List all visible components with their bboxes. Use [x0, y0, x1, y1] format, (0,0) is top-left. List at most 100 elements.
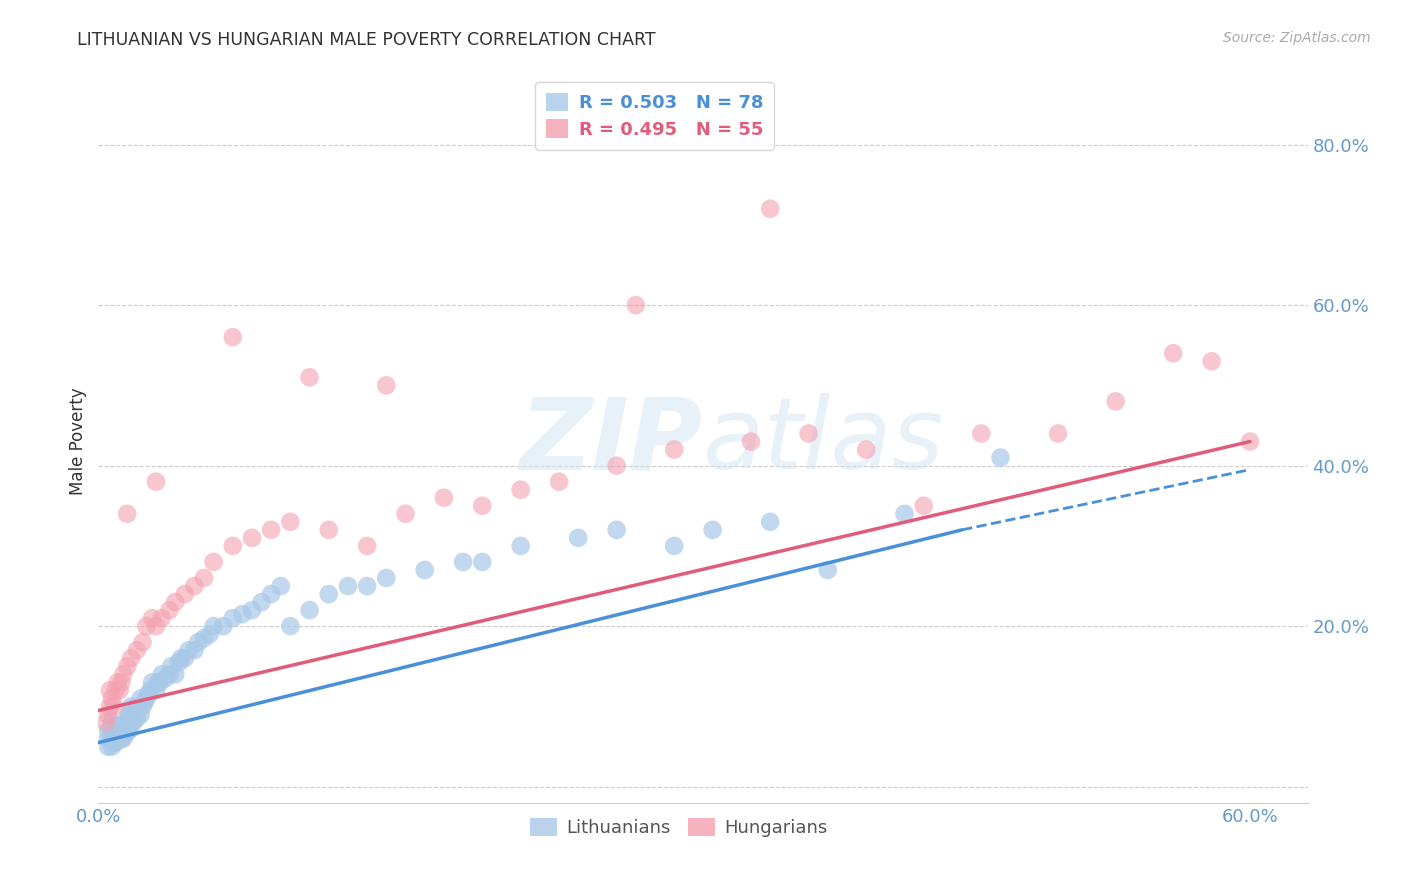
Point [145, 619, 167, 633]
Point [298, 603, 321, 617]
Point [129, 691, 152, 706]
Point [375, 571, 398, 585]
Point [120, 699, 142, 714]
Point [125, 643, 148, 657]
Point [110, 731, 132, 746]
Point [165, 595, 187, 609]
Point [110, 675, 132, 690]
Point [155, 671, 177, 685]
Point [120, 651, 142, 665]
Point [212, 619, 235, 633]
Point [114, 728, 136, 742]
Point [740, 434, 762, 449]
Point [1239, 434, 1261, 449]
Point [222, 539, 245, 553]
Point [1201, 354, 1223, 368]
Point [624, 298, 647, 312]
Point [260, 523, 283, 537]
Point [97, 739, 120, 754]
Point [970, 426, 993, 441]
Point [509, 483, 531, 497]
Point [135, 691, 157, 706]
Point [193, 571, 215, 585]
Point [97, 707, 120, 722]
Point [139, 683, 162, 698]
Point [183, 579, 205, 593]
Point [103, 699, 125, 714]
Point [990, 450, 1012, 465]
Point [98, 683, 121, 698]
Point [202, 555, 225, 569]
Point [112, 667, 135, 681]
Point [222, 611, 245, 625]
Point [115, 659, 138, 673]
Point [165, 667, 187, 681]
Point [115, 507, 138, 521]
Point [187, 635, 209, 649]
Point [198, 627, 221, 641]
Point [702, 523, 724, 537]
Point [548, 475, 571, 489]
Point [104, 735, 127, 749]
Point [145, 475, 167, 489]
Point [173, 587, 195, 601]
Point [141, 611, 163, 625]
Point [104, 719, 127, 733]
Point [114, 715, 136, 730]
Point [173, 651, 195, 665]
Point [318, 587, 340, 601]
Point [240, 531, 263, 545]
Legend: Lithuanians, Hungarians: Lithuanians, Hungarians [523, 811, 835, 845]
Point [112, 719, 135, 733]
Point [101, 739, 124, 754]
Text: atlas: atlas [703, 393, 945, 490]
Text: LITHUANIAN VS HUNGARIAN MALE POVERTY CORRELATION CHART: LITHUANIAN VS HUNGARIAN MALE POVERTY COR… [77, 31, 657, 49]
Point [150, 611, 173, 625]
Text: Source: ZipAtlas.com: Source: ZipAtlas.com [1223, 31, 1371, 45]
Point [97, 731, 120, 746]
Point [101, 691, 124, 706]
Point [664, 442, 686, 457]
Point [1047, 426, 1070, 441]
Point [101, 723, 124, 738]
Point [394, 507, 416, 521]
Point [108, 683, 131, 698]
Point [103, 728, 125, 742]
Point [509, 539, 531, 553]
Point [94, 715, 117, 730]
Point [280, 515, 302, 529]
Point [98, 699, 121, 714]
Point [240, 603, 263, 617]
Point [145, 683, 167, 698]
Point [356, 539, 378, 553]
Point [150, 667, 173, 681]
Point [797, 426, 820, 441]
Point [912, 499, 935, 513]
Point [817, 563, 839, 577]
Point [115, 723, 138, 738]
Point [131, 699, 153, 714]
Point [759, 202, 782, 216]
Point [202, 619, 225, 633]
Point [118, 723, 141, 738]
Point [160, 659, 183, 673]
Point [270, 579, 292, 593]
Point [893, 507, 915, 521]
Point [855, 442, 877, 457]
Point [136, 687, 159, 701]
Point [104, 728, 127, 742]
Point [1161, 346, 1184, 360]
Point [606, 523, 628, 537]
Point [118, 707, 141, 722]
Point [135, 619, 157, 633]
Point [471, 499, 494, 513]
Point [146, 675, 169, 690]
Point [664, 539, 686, 553]
Point [104, 683, 127, 698]
Point [149, 675, 172, 690]
Point [471, 555, 494, 569]
Point [125, 712, 148, 726]
Point [97, 723, 120, 738]
Point [134, 696, 156, 710]
Point [250, 595, 273, 609]
